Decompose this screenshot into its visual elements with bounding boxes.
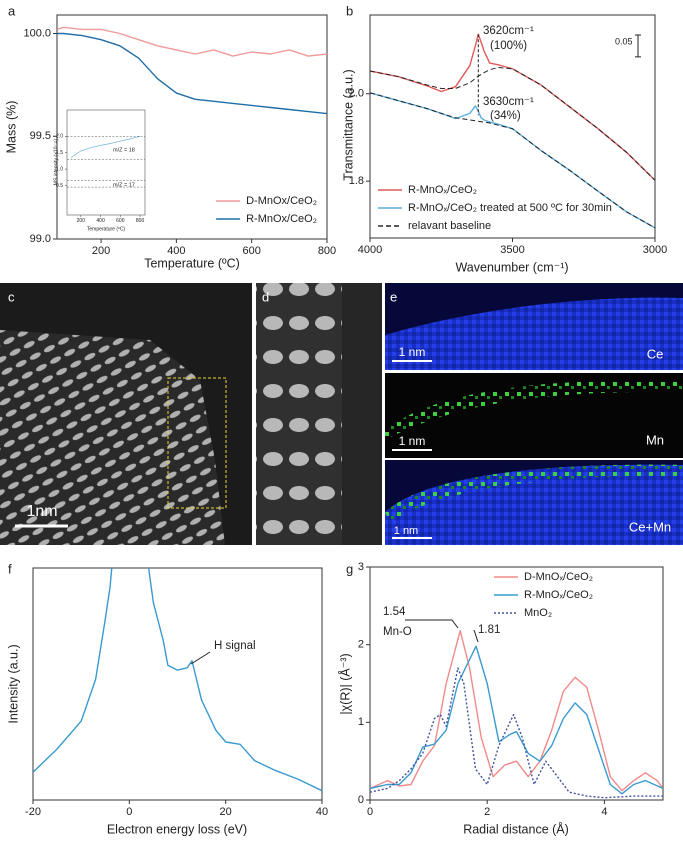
y-tick-label: 99.0 — [30, 233, 51, 245]
leader — [190, 651, 211, 665]
plot-frame — [66, 109, 146, 216]
legend-label: D-MnOx/CeO₂ — [246, 195, 317, 207]
y-tick-label: 1.8 — [349, 175, 364, 187]
atom-columns — [256, 283, 342, 545]
x-tick-label: 2 — [484, 806, 490, 818]
annotation: Mn-O — [383, 626, 412, 638]
y-tick-label: 3 — [358, 561, 364, 573]
leader — [473, 629, 479, 643]
y-axis-label: MS intensity (×10⁻¹¹) — [53, 138, 59, 185]
x-axis-label: Temperature (ºC) — [87, 226, 126, 232]
series-line — [370, 667, 663, 799]
x-tick-label: 800 — [318, 245, 336, 257]
x-tick-label: 200 — [77, 218, 86, 224]
y-tick-label: 0 — [358, 794, 364, 806]
series-line — [370, 630, 663, 792]
x-axis-label: Radial distance (Å) — [463, 821, 569, 836]
annotation: 1.54 — [383, 606, 406, 618]
annotation: 3630cm⁻¹ — [483, 96, 534, 108]
legend-label: R-MnOₓ/CeO₂ — [524, 589, 593, 601]
scale-label: 0.05 — [615, 36, 633, 46]
panel-label: b — [346, 3, 353, 18]
y-tick-label: 2 — [358, 639, 364, 651]
y-tick-label: 2.0 — [349, 88, 364, 100]
x-tick-label: 400 — [96, 218, 105, 224]
legend-label: MnO₂ — [524, 607, 552, 619]
legend-label: R-MnOₓ/CeO₂ treated at 500 ºC for 30min — [408, 202, 612, 214]
panel-label: a — [8, 3, 16, 18]
x-tick-label: 20 — [220, 806, 232, 818]
y-tick-label: 2.0 — [56, 134, 63, 140]
plot-frame — [369, 566, 664, 801]
x-tick-label: 400 — [167, 245, 185, 257]
x-tick-label: -20 — [25, 806, 41, 818]
x-tick-label: 200 — [92, 245, 110, 257]
cemn-mn-signal — [385, 464, 683, 522]
scale-label: 1 nm — [399, 434, 426, 448]
series-line — [70, 135, 141, 158]
legend-label: R-MnOx/CeO₂ — [246, 213, 317, 225]
y-axis-label: Intensity (a.u.) — [6, 644, 20, 723]
leader — [405, 619, 459, 629]
annotation: m/Z = 17 — [113, 182, 135, 188]
x-tick-label: 40 — [316, 806, 328, 818]
plot-frame — [32, 567, 323, 801]
y-tick-label: 100.0 — [23, 27, 51, 39]
annotation: (100%) — [490, 40, 527, 52]
x-axis-label: Electron energy loss (eV) — [107, 822, 247, 836]
roi-box — [167, 377, 227, 509]
panel-label: e — [390, 289, 397, 304]
x-tick-label: 600 — [243, 245, 261, 257]
y-tick-label: 0.5 — [56, 183, 63, 189]
series-line — [370, 92, 655, 229]
y-axis-label: Transmittance (a.u.) — [341, 69, 355, 180]
y-tick-label: 99.5 — [30, 130, 51, 142]
scale-label: 1 nm — [394, 525, 418, 537]
y-axis-label: Mass (%) — [4, 101, 18, 154]
panel-label: f — [8, 561, 12, 576]
x-tick-label: 3500 — [500, 244, 524, 256]
legend-label: R-MnOₓ/CeO₂ — [408, 184, 477, 196]
x-tick-label: 800 — [136, 218, 145, 224]
annotation: 3620cm⁻¹ — [483, 25, 534, 37]
series-line — [33, 568, 322, 792]
panel-label: c — [8, 289, 15, 304]
x-tick-label: 4000 — [358, 244, 382, 256]
baseline — [370, 66, 655, 181]
y-tick-label: 1.0 — [56, 166, 63, 172]
baseline — [370, 92, 655, 229]
legend-label: relavant baseline — [408, 220, 491, 232]
series-line — [57, 32, 327, 115]
scale-label: 1nm — [26, 503, 57, 520]
x-tick-label: 0 — [367, 806, 373, 818]
element-label: Ce — [647, 346, 664, 361]
x-tick-label: 0 — [126, 806, 132, 818]
series-line — [57, 26, 327, 57]
annotation: (34%) — [490, 110, 521, 122]
element-label: Ce+Mn — [629, 519, 671, 534]
x-tick-label: 4 — [601, 806, 607, 818]
mn-signal — [385, 379, 683, 440]
y-axis-label: |χ(R)| (Å⁻³) — [337, 653, 352, 714]
legend-label: D-MnOₓ/CeO₂ — [524, 571, 593, 583]
annotation: m/Z = 18 — [113, 147, 135, 153]
element-label: Mn — [646, 432, 664, 447]
series-line — [370, 645, 663, 795]
y-tick-label: 1 — [358, 716, 364, 728]
annotation: H signal — [214, 640, 256, 652]
x-axis-label: Temperature (ºC) — [144, 256, 240, 270]
x-axis-label: Wavenumber (cm⁻¹) — [455, 260, 568, 274]
scale-label: 1 nm — [399, 345, 426, 359]
panel-label: d — [262, 289, 269, 304]
plot-frame — [56, 14, 328, 240]
panel-label: g — [346, 561, 353, 576]
x-tick-label: 3000 — [643, 244, 667, 256]
y-tick-label: 1.5 — [56, 150, 63, 156]
x-tick-label: 600 — [116, 218, 125, 224]
annotation: 1.81 — [478, 624, 500, 636]
